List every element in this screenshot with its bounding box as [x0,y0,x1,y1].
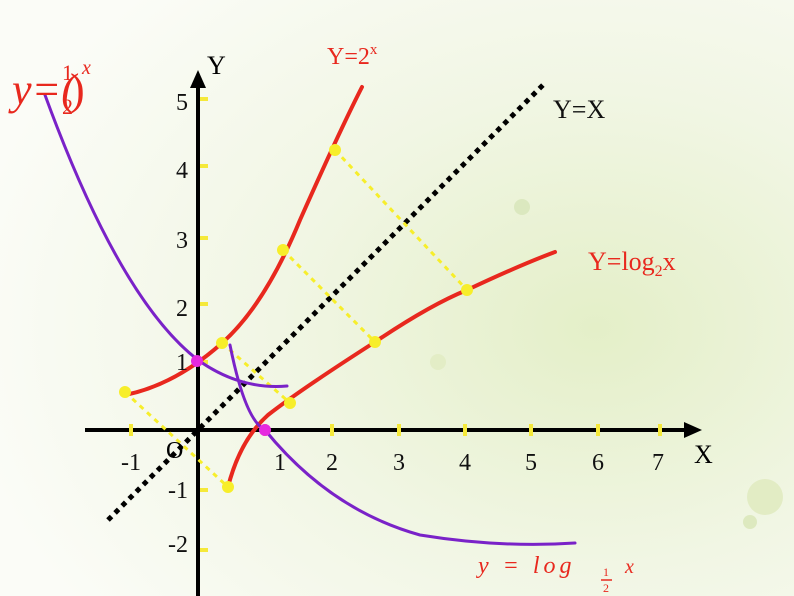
x-tick-label: 1 [274,450,286,476]
intersection-point [259,424,271,436]
y-tick-label: 5 [176,90,188,116]
loghalf-main: y = log [476,553,576,579]
exphalf-close: ) [70,65,85,114]
axes [85,82,690,596]
y-tick-label: 4 [176,158,188,184]
identity-line [106,83,545,522]
loghalf-num: 1 [603,565,609,579]
bubble [514,199,530,215]
symmetry-segments [123,148,469,489]
loghalf-curve [228,343,577,546]
x-tick-label: 2 [326,450,338,476]
y-tick-label: 3 [176,228,188,254]
y-tick-label: 2 [176,296,188,322]
exphalf-label: y=( 1 2 ) x [8,57,91,119]
bubble [747,479,783,515]
bubble [430,354,446,370]
bubble [743,515,757,529]
y-tick-label: -2 [168,532,188,558]
x-tick-label: 6 [592,450,604,476]
exphalf-curve [43,93,289,388]
loghalf-tail: x [624,556,634,578]
exphalf-main: y=( [8,65,78,114]
exp2-curve [123,85,364,397]
loghalf-den: 2 [603,581,609,595]
x-tick-label: 4 [459,450,471,476]
x-axis-label: X [694,440,713,469]
x-arrow [684,422,702,438]
tick-labels: -1 1 2 3 4 5 6 7 5 4 3 2 1 -1 -2 [121,90,664,558]
x-tick-label: 7 [652,450,664,476]
log2-label: Y=log2x [588,247,676,280]
loghalf-label: y = log 1 2 x [476,553,634,595]
exphalf-sup: x [81,57,91,79]
y-tick-label: -1 [168,478,188,504]
x-tick-label: 5 [525,450,537,476]
y-arrow [190,70,206,88]
exphalf-den: 2 [62,94,73,119]
identity-label: Y=X [553,95,605,124]
x-tick-label: 3 [393,450,405,476]
x-tick-label: -1 [121,450,141,476]
origin-label: O [166,438,183,464]
y-tick-label: 1 [176,350,188,376]
exphalf-num: 1 [62,60,73,85]
intersection-point [191,355,203,367]
exp2-label: Y=2x [327,42,378,70]
y-axis-label: Y [207,51,226,80]
points [119,144,473,493]
